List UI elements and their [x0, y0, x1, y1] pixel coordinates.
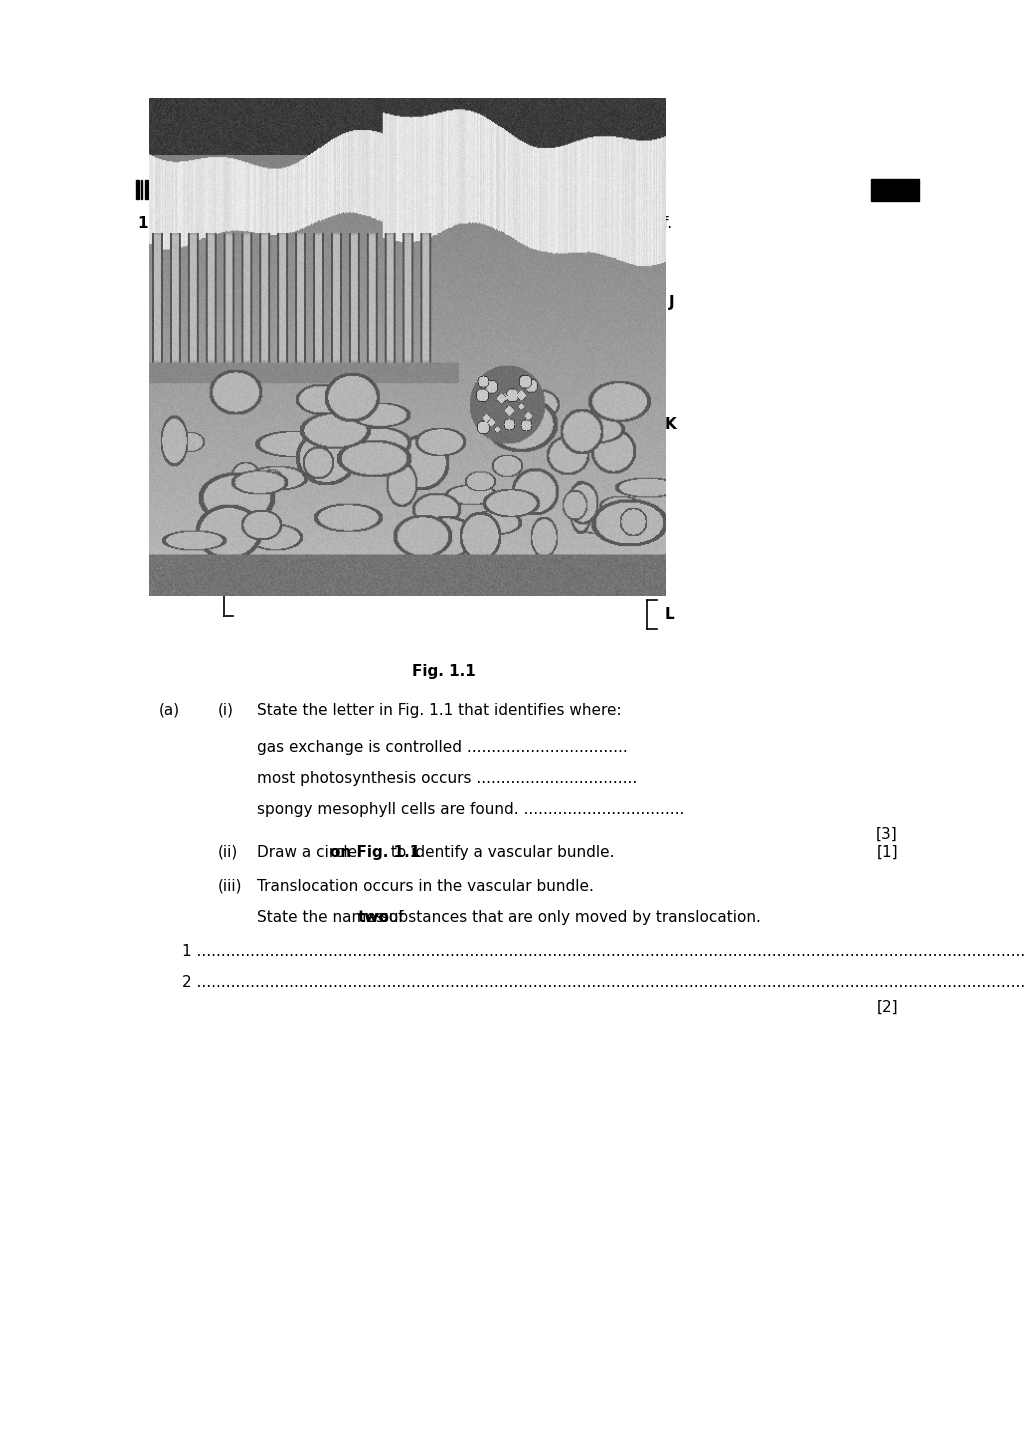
Bar — [183, 179, 184, 198]
Bar — [269, 179, 271, 198]
Text: spongy mesophyll cells are found. .................................: spongy mesophyll cells are found. ......… — [258, 802, 684, 817]
Bar — [141, 179, 143, 198]
Bar — [327, 179, 328, 198]
Bar — [176, 179, 180, 198]
Bar — [337, 179, 339, 198]
Bar — [253, 179, 255, 198]
Text: (ii): (ii) — [218, 845, 238, 860]
Bar — [305, 179, 309, 198]
Bar — [247, 179, 250, 198]
Text: most photosynthesis occurs .................................: most photosynthesis occurs .............… — [258, 771, 637, 785]
Bar — [160, 179, 162, 198]
Text: [3]: [3] — [876, 827, 898, 841]
Bar — [274, 179, 277, 198]
Bar — [341, 179, 342, 198]
Text: Draw a circle: Draw a circle — [258, 845, 362, 860]
Text: 1: 1 — [137, 217, 149, 231]
Bar — [871, 179, 918, 201]
Text: gas exchange is controlled .................................: gas exchange is controlled .............… — [258, 739, 628, 755]
Bar — [280, 179, 283, 198]
Text: two: two — [357, 910, 389, 926]
Bar — [374, 179, 378, 198]
Bar — [303, 179, 304, 198]
Text: K: K — [665, 416, 677, 432]
Bar — [191, 179, 192, 198]
Bar — [363, 179, 365, 198]
Bar — [243, 179, 244, 198]
Bar — [194, 179, 197, 198]
Bar — [293, 179, 297, 198]
Text: 1 ..............................................................................: 1 ......................................… — [183, 944, 1026, 959]
Bar — [200, 179, 202, 198]
Bar — [321, 179, 324, 198]
Text: (a): (a) — [158, 703, 180, 718]
Bar — [344, 179, 346, 198]
Bar — [234, 179, 237, 198]
Bar — [136, 179, 140, 198]
Bar — [261, 179, 263, 198]
Bar — [264, 179, 266, 198]
Text: M: M — [199, 563, 213, 577]
Text: [2]: [2] — [876, 1000, 898, 1015]
Text: Fig. 1.1 is a photomicrograph of a cross-section of part of a leaf.: Fig. 1.1 is a photomicrograph of a cross… — [183, 217, 672, 231]
Text: Translocation occurs in the vascular bundle.: Translocation occurs in the vascular bun… — [258, 878, 594, 894]
Bar — [157, 179, 158, 198]
Bar — [272, 179, 273, 198]
Text: L: L — [665, 607, 675, 621]
Text: 2: 2 — [519, 192, 532, 210]
Bar — [259, 179, 260, 198]
Text: substances that are only moved by translocation.: substances that are only moved by transl… — [376, 910, 760, 926]
Bar — [204, 179, 208, 198]
Text: Fig. 1.1: Fig. 1.1 — [411, 664, 475, 679]
Bar — [165, 179, 167, 198]
Bar — [228, 179, 229, 198]
Bar — [185, 179, 188, 198]
Text: N: N — [200, 446, 212, 462]
Text: J: J — [566, 296, 674, 324]
Bar — [168, 179, 170, 198]
Text: State the names of: State the names of — [258, 910, 408, 926]
Bar — [213, 179, 214, 198]
Bar — [232, 179, 233, 198]
Bar — [216, 179, 218, 198]
Bar — [353, 179, 356, 198]
Text: 2 ..............................................................................: 2 ......................................… — [183, 974, 1026, 990]
Bar — [368, 179, 371, 198]
Text: (i): (i) — [218, 703, 233, 718]
Bar — [359, 179, 361, 198]
Bar — [151, 179, 154, 198]
Bar — [224, 179, 227, 198]
Bar — [145, 179, 148, 198]
Text: State the letter in Fig. 1.1 that identifies where:: State the letter in Fig. 1.1 that identi… — [258, 703, 622, 718]
Bar — [298, 179, 302, 198]
Bar — [331, 179, 333, 198]
Text: on Fig. 1.1: on Fig. 1.1 — [330, 845, 421, 860]
Text: [1]: [1] — [876, 845, 898, 860]
Bar — [209, 179, 210, 198]
Bar — [316, 179, 319, 198]
Bar — [173, 179, 175, 198]
Bar — [221, 179, 222, 198]
Text: to identify a vascular bundle.: to identify a vascular bundle. — [386, 845, 615, 860]
Bar — [239, 179, 240, 198]
Bar — [289, 179, 290, 198]
Bar — [347, 179, 350, 198]
Bar — [284, 179, 287, 198]
Text: (iii): (iii) — [218, 878, 242, 894]
Bar — [310, 179, 313, 198]
